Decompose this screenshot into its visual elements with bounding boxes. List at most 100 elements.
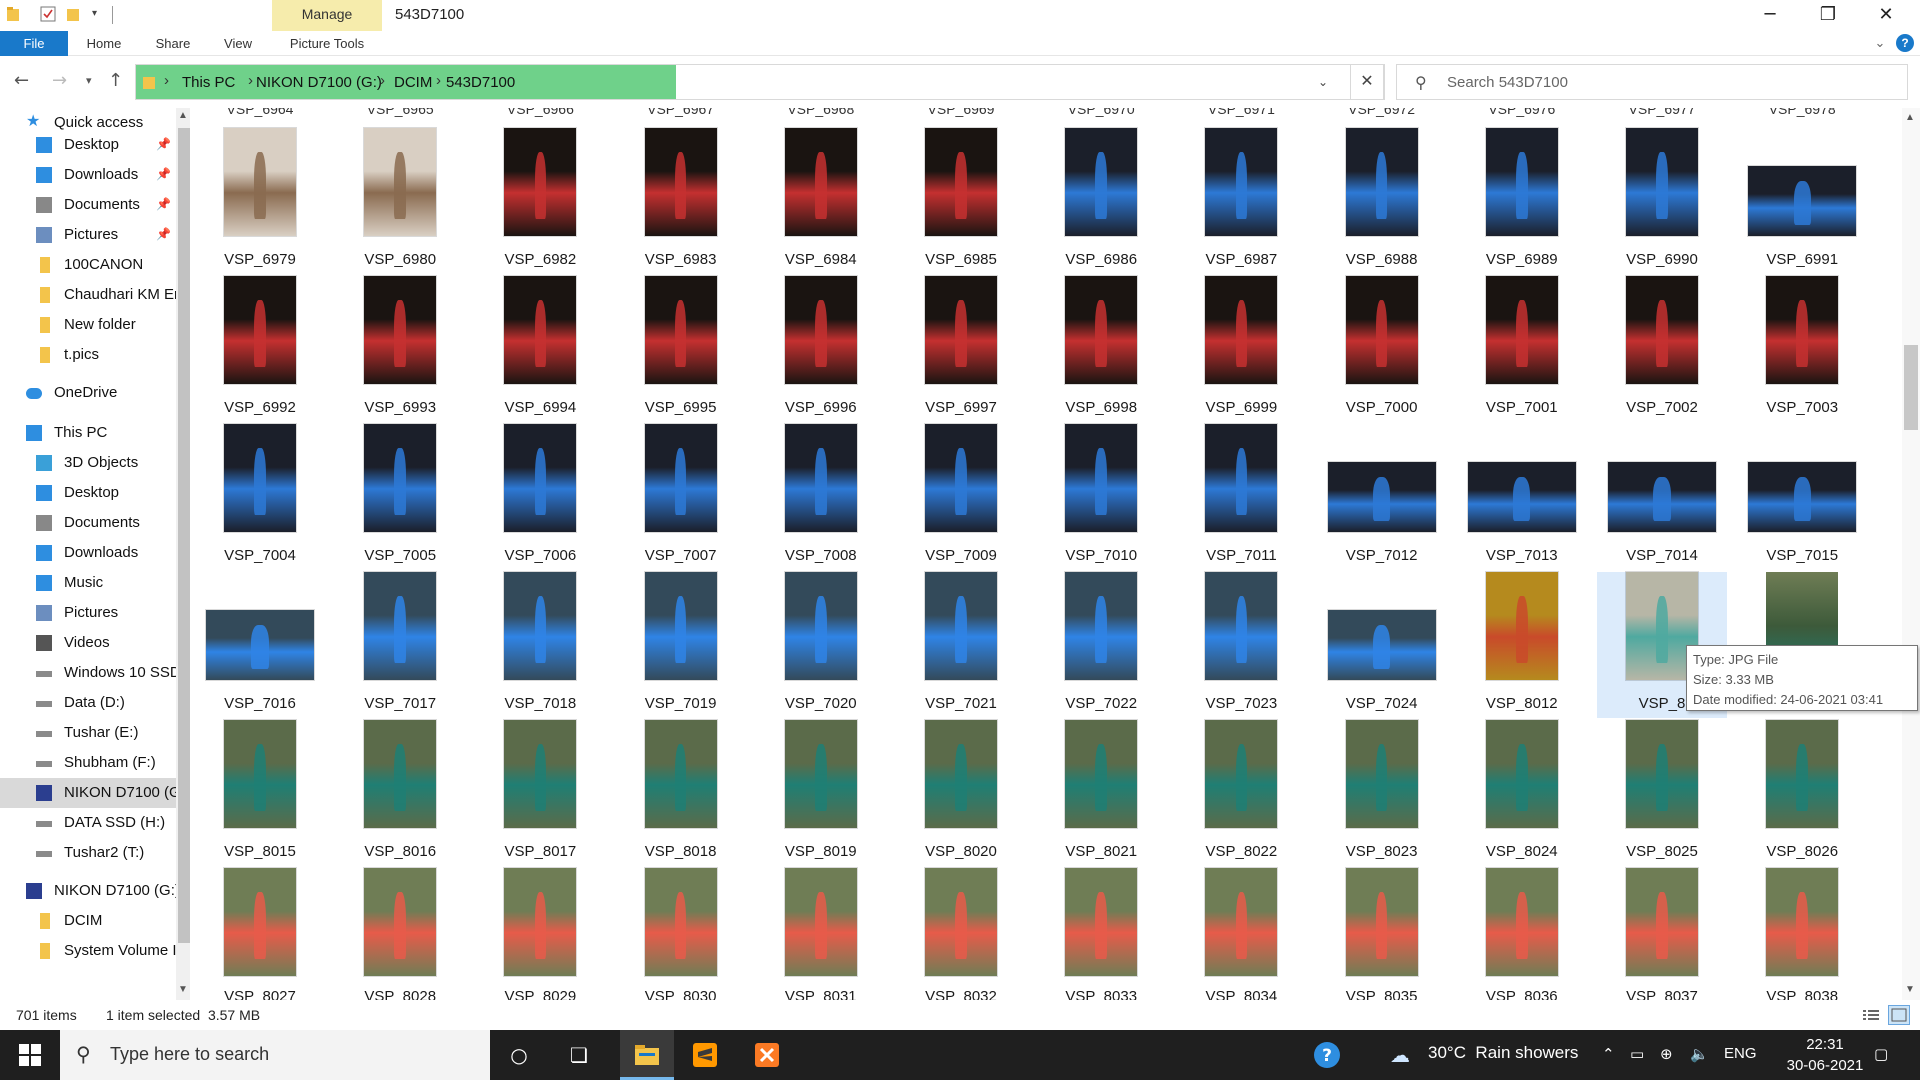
file-caption[interactable]: VSP_6968 xyxy=(787,108,855,117)
file-tile[interactable]: VSP_7020 xyxy=(756,572,886,718)
properties-icon[interactable] xyxy=(40,6,58,24)
nav-item[interactable]: New folder xyxy=(0,310,178,340)
file-tile[interactable]: VSP_8035 xyxy=(1317,868,1447,1000)
network-icon[interactable]: ⊕ xyxy=(1660,1045,1673,1063)
nav-item[interactable]: DCIM xyxy=(0,906,178,936)
tab-view[interactable]: View xyxy=(224,36,252,51)
restore-icon[interactable]: ❐ xyxy=(1819,4,1837,25)
file-tile[interactable]: VSP_6996 xyxy=(756,276,886,422)
file-caption[interactable]: VSP_6970 xyxy=(1067,108,1135,117)
file-tile[interactable]: VSP_6987 xyxy=(1176,128,1306,274)
chevron-down-icon[interactable]: ⌄ xyxy=(1318,75,1329,89)
file-tile[interactable]: VSP_6999 xyxy=(1176,276,1306,422)
nav-item[interactable]: Tushar (E:) xyxy=(0,718,178,748)
details-view-icon[interactable] xyxy=(1862,1007,1880,1023)
file-tile[interactable]: VSP_6997 xyxy=(896,276,1026,422)
tab-file[interactable]: File xyxy=(0,31,68,56)
file-tile[interactable]: VSP_7004 xyxy=(195,424,325,570)
nav-item[interactable]: Downloads xyxy=(0,538,178,568)
file-tile[interactable]: VSP_6998 xyxy=(1036,276,1166,422)
file-tile[interactable]: VSP_7007 xyxy=(616,424,746,570)
battery-icon[interactable]: ▭ xyxy=(1630,1045,1645,1063)
nav-item[interactable]: Music xyxy=(0,568,178,598)
file-caption[interactable]: VSP_6976 xyxy=(1488,108,1556,117)
start-windows-icon[interactable] xyxy=(5,1030,55,1080)
expand-ribbon-icon[interactable]: ⌄ xyxy=(1874,36,1886,51)
file-tile[interactable]: VSP_8027 xyxy=(195,868,325,1000)
file-tile[interactable]: VSP_8017 xyxy=(475,720,605,866)
file-tile[interactable]: VSP_6995 xyxy=(616,276,746,422)
file-caption[interactable]: VSP_6977 xyxy=(1628,108,1696,117)
nav-item[interactable]: Documents 📌 xyxy=(0,190,178,220)
new-folder-icon[interactable] xyxy=(66,6,84,24)
clear-address-icon[interactable]: ✕ xyxy=(1350,64,1384,100)
recent-locations-icon[interactable]: ▾ xyxy=(86,74,92,87)
tab-manage[interactable]: Manage xyxy=(272,0,382,31)
file-tile[interactable]: VSP_8034 xyxy=(1176,868,1306,1000)
file-tile[interactable]: VSP_6985 xyxy=(896,128,1026,274)
file-tile[interactable]: VSP_8032 xyxy=(896,868,1026,1000)
file-tile[interactable]: VSP_6994 xyxy=(475,276,605,422)
file-caption[interactable]: VSP_6972 xyxy=(1348,108,1416,117)
nav-item[interactable]: Documents xyxy=(0,508,178,538)
file-tile[interactable]: VSP_8031 xyxy=(756,868,886,1000)
nav-item[interactable]: NIKON D7100 (G xyxy=(0,778,178,808)
nav-item[interactable]: t.pics xyxy=(0,340,178,370)
file-tile[interactable]: VSP_7009 xyxy=(896,424,1026,570)
file-tile[interactable]: VSP_7023 xyxy=(1176,572,1306,718)
file-tile[interactable]: VSP_6982 xyxy=(475,128,605,274)
nav-item[interactable]: This PC xyxy=(0,418,178,448)
file-tile[interactable]: VSP_7006 xyxy=(475,424,605,570)
weather-cloud-icon[interactable]: ☁ xyxy=(1390,1043,1410,1067)
tab-home[interactable]: Home xyxy=(86,36,122,51)
file-tile[interactable]: VSP_7010 xyxy=(1036,424,1166,570)
file-tile[interactable]: VSP_8024 xyxy=(1457,720,1587,866)
file-tile[interactable]: VSP_7016 xyxy=(195,572,325,718)
file-tile[interactable]: VSP_6993 xyxy=(335,276,465,422)
nav-item[interactable]: Chaudhari KM Er xyxy=(0,280,178,310)
file-tile[interactable]: VSP_7015 xyxy=(1737,424,1867,570)
file-tile[interactable]: VSP_6979 xyxy=(195,128,325,274)
scroll-down-arrow-icon[interactable]: ▼ xyxy=(178,984,188,995)
file-tile[interactable]: VSP_7021 xyxy=(896,572,1026,718)
file-tile[interactable]: VSP_7022 xyxy=(1036,572,1166,718)
nav-item[interactable]: Desktop xyxy=(0,478,178,508)
nav-item[interactable]: Windows 10 SSD xyxy=(0,658,178,688)
file-caption[interactable]: VSP_6969 xyxy=(927,108,995,117)
nav-item[interactable]: ★ Quick access xyxy=(0,108,178,138)
breadcrumb-543d7100[interactable]: 543D7100 xyxy=(446,74,516,91)
file-tile[interactable]: VSP_7019 xyxy=(616,572,746,718)
file-tile[interactable]: VSP_7018 xyxy=(475,572,605,718)
volume-icon[interactable]: 🔈 xyxy=(1690,1045,1709,1063)
clock-time[interactable]: 22:31 xyxy=(1806,1036,1844,1053)
file-tile[interactable]: VSP_8023 xyxy=(1317,720,1447,866)
xampp-icon[interactable] xyxy=(742,1030,792,1080)
file-tile[interactable]: VSP_7012 xyxy=(1317,424,1447,570)
file-tile[interactable]: VSP_6992 xyxy=(195,276,325,422)
file-tile[interactable]: VSP_7013 xyxy=(1457,424,1587,570)
file-caption[interactable]: VSP_6978 xyxy=(1768,108,1836,117)
file-tile[interactable]: VSP_6986 xyxy=(1036,128,1166,274)
file-tile[interactable]: VSP_6990 xyxy=(1597,128,1727,274)
task-view-icon[interactable]: ❏ xyxy=(570,1043,588,1067)
file-caption[interactable]: VSP_6967 xyxy=(647,108,715,117)
file-caption[interactable]: VSP_6965 xyxy=(366,108,434,117)
content-scrollbar-thumb[interactable] xyxy=(1904,345,1918,430)
tab-picture-tools[interactable]: Picture Tools xyxy=(289,36,365,51)
file-tile[interactable]: VSP_8038 xyxy=(1737,868,1867,1000)
nav-scrollbar-thumb[interactable] xyxy=(178,128,190,943)
nav-item[interactable]: Downloads 📌 xyxy=(0,160,178,190)
file-tile[interactable]: VSP_8018 xyxy=(616,720,746,866)
search-input[interactable]: ⚲ Search 543D7100 xyxy=(1396,64,1908,100)
file-tile[interactable]: VSP_8019 xyxy=(756,720,886,866)
file-tile[interactable]: VSP_7024 xyxy=(1317,572,1447,718)
file-tile[interactable]: VSP_8026 xyxy=(1737,720,1867,866)
taskbar-search-input[interactable]: ⚲ Type here to search xyxy=(60,1030,490,1080)
file-tile[interactable]: VSP_8037 xyxy=(1597,868,1727,1000)
sublime-text-icon[interactable] xyxy=(680,1030,730,1080)
file-tile[interactable]: VSP_8022 xyxy=(1176,720,1306,866)
up-arrow-icon[interactable]: ↑ xyxy=(108,70,124,91)
file-tile[interactable]: VSP_7008 xyxy=(756,424,886,570)
file-tile[interactable]: VSP_8012 xyxy=(1457,572,1587,718)
file-tile[interactable]: VSP_8025 xyxy=(1597,720,1727,866)
